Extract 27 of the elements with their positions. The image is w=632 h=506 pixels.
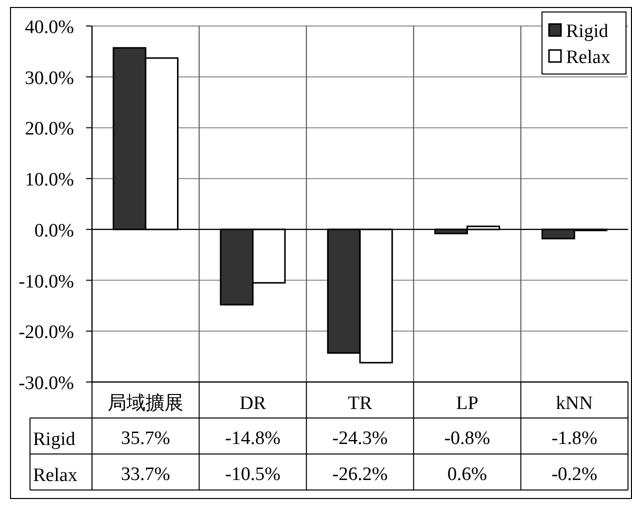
data-label: -26.2% xyxy=(332,464,388,485)
x-tick-label: LP xyxy=(456,393,478,414)
y-tick-label: -20.0% xyxy=(18,322,74,344)
y-tick-label: 40.0% xyxy=(24,17,74,38)
text: Relax xyxy=(33,465,78,486)
data-label: -10.5% xyxy=(225,464,281,485)
y-tick-label: -30.0% xyxy=(18,373,74,394)
x-tick-label: 局域擴展 xyxy=(108,393,184,414)
data-label: -24.3% xyxy=(332,428,388,449)
x-tick-label: TR xyxy=(348,393,372,414)
y-tick-label: -10.0% xyxy=(18,271,74,292)
y-tick-label: 10.0% xyxy=(24,170,74,191)
data-label: 33.7% xyxy=(121,464,170,485)
data-label: -0.8% xyxy=(444,428,490,449)
data-label: -1.8% xyxy=(551,428,598,449)
text: Rigid xyxy=(33,429,76,450)
data-label: -0.2% xyxy=(551,464,598,485)
x-tick-label: kNN xyxy=(556,393,594,414)
y-tick-label: 30.0% xyxy=(24,68,74,89)
x-tick-label: DR xyxy=(240,393,266,414)
data-label: 0.6% xyxy=(447,464,488,485)
y-tick-label: 0.0% xyxy=(34,220,74,242)
y-tick-label: 20.0% xyxy=(24,118,74,140)
data-label: 35.7% xyxy=(121,428,170,449)
data-label: -14.8% xyxy=(225,428,281,449)
legend-label: Rigid xyxy=(566,21,609,42)
legend-label: Relax xyxy=(566,47,611,68)
